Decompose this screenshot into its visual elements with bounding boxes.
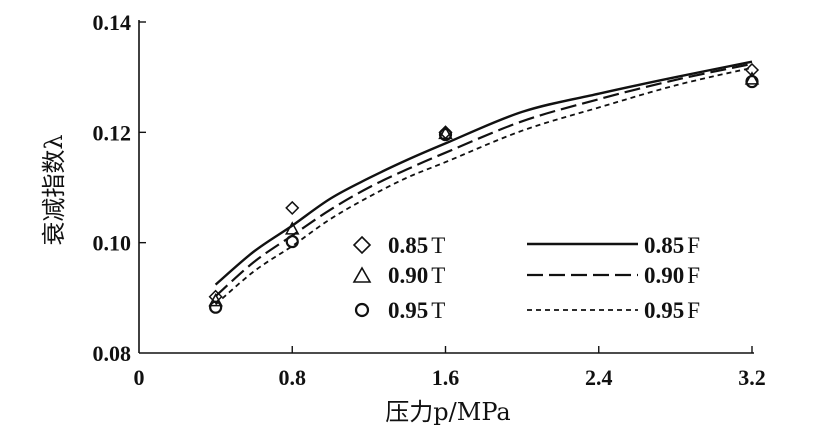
series-line-4 (214, 62, 753, 298)
point-triangle (438, 125, 453, 140)
series-markers (208, 62, 760, 314)
point-triangle (284, 221, 300, 235)
legend-label-0-85-t: 0.85 T (388, 233, 445, 258)
x-tick-label: 2.4 (585, 365, 613, 390)
legend-label-0-95-f: 0.95 F (644, 298, 700, 323)
y-tick-label: 0.14 (93, 10, 132, 35)
legend-triangle-icon (352, 266, 372, 283)
point-diamond (285, 200, 300, 215)
ticks: 0 0.8 1.6 2.4 3.2 0.08 0.10 0.12 0.14 (93, 10, 766, 390)
y-axis-title: 衰减指数λ (40, 134, 68, 245)
x-axis-title: 压力p/MPa (385, 398, 510, 426)
legend-diamond-icon (352, 235, 372, 255)
point-circle (745, 74, 759, 89)
legend-label-0-95-t: 0.95 T (388, 298, 445, 323)
series-line-3 (214, 60, 753, 286)
legend: 0.85 T 0.90 T 0.95 T 0.85 F 0.90 F 0.95 F (352, 233, 700, 323)
point-circle (209, 300, 223, 314)
point-circle (285, 234, 299, 249)
y-tick-label: 0.10 (93, 231, 132, 256)
legend-label-0-90-t: 0.90 T (388, 263, 445, 288)
y-tick-label: 0.08 (93, 341, 132, 366)
axes (138, 20, 754, 354)
y-tick-label: 0.12 (93, 120, 132, 145)
x-tick-label: 1.6 (432, 365, 460, 390)
point-circle (438, 127, 453, 142)
series-line-5 (215, 66, 753, 306)
legend-label-0-85-f: 0.85 F (644, 233, 700, 258)
legend-circle-icon (354, 302, 370, 318)
x-tick-label: 0.8 (279, 365, 307, 390)
point-triangle (208, 293, 223, 307)
series-lines (214, 60, 753, 306)
legend-label-0-90-f: 0.90 F (644, 263, 700, 288)
x-tick-label: 0 (134, 365, 145, 390)
x-tick-label: 3.2 (738, 365, 766, 390)
